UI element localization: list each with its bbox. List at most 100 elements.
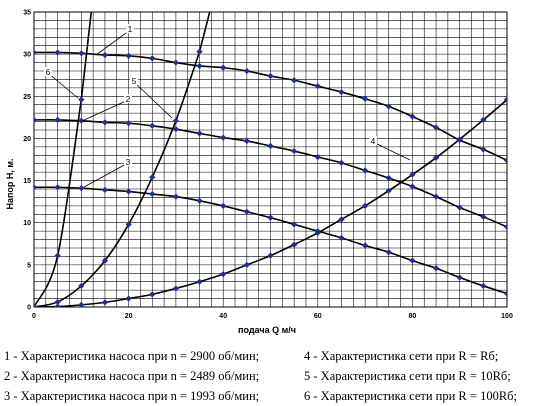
data-point-series-5 <box>196 48 203 55</box>
data-point-series-3 <box>291 221 298 228</box>
annotation-label-bg-3 <box>124 157 132 166</box>
annotation-label-6: 6 <box>46 68 51 77</box>
y-tick-label: 25 <box>23 94 31 101</box>
data-point-series-6 <box>34 303 38 307</box>
data-point-series-3 <box>34 184 38 191</box>
annotation-leader-3 <box>83 162 129 188</box>
data-point-series-1 <box>409 113 416 120</box>
data-point-series-5 <box>125 221 132 228</box>
data-point-series-6 <box>54 252 61 259</box>
data-point-series-2 <box>291 147 298 155</box>
data-point-series-2 <box>220 134 227 141</box>
annotation-label-bg-6 <box>44 67 52 76</box>
data-point-series-2 <box>196 130 203 137</box>
data-point-series-2 <box>172 126 180 133</box>
legend-item-4: 4 - Характеристика сети при R = Rб; <box>304 349 499 363</box>
y-tick-label: 20 <box>23 136 31 143</box>
x-tick-label: 40 <box>219 313 227 320</box>
data-point-series-1 <box>385 103 392 110</box>
data-point-series-2 <box>503 223 507 231</box>
legend-item-2: 2 - Характеристика насоса при n = 2489 о… <box>4 369 260 383</box>
annotation-label-3: 3 <box>126 158 131 167</box>
annotation-leaders: 1 2 3 4 5 6 <box>44 24 411 188</box>
data-point-series-1 <box>480 146 487 153</box>
data-point-series-2 <box>480 213 487 220</box>
y-tick-label: 30 <box>23 52 31 59</box>
legend-item-5: 5 - Характеристика сети при R = 10Rб; <box>304 369 511 383</box>
data-point-series-2 <box>149 122 156 129</box>
x-tick-label: 80 <box>409 313 417 320</box>
data-point-series-1 <box>196 62 203 70</box>
data-point-series-2 <box>54 116 61 124</box>
data-point-series-4 <box>267 252 274 259</box>
x-tick-label: 20 <box>125 313 133 320</box>
data-point-series-3 <box>361 242 369 249</box>
annotation-label-bg-1 <box>126 24 134 33</box>
data-point-series-2 <box>125 120 132 127</box>
x-tick-label: 100 <box>501 313 513 320</box>
data-point-series-1 <box>54 49 61 56</box>
legend: 1 - Характеристика насоса при n = 2900 о… <box>4 346 550 406</box>
x-axis-label: подача Q м/ч <box>238 325 296 335</box>
data-point-series-3 <box>125 188 132 195</box>
data-point-series-4 <box>196 278 203 285</box>
data-point-series-2 <box>385 174 392 182</box>
data-point-series-3 <box>101 186 109 193</box>
data-point-series-4 <box>220 271 227 278</box>
data-point-series-1 <box>503 157 507 164</box>
x-tick-label: 60 <box>314 313 322 320</box>
data-point-series-1 <box>243 67 250 75</box>
data-point-series-3 <box>385 249 392 256</box>
annotation-leader-4 <box>372 141 411 161</box>
data-point-series-2 <box>243 137 250 145</box>
series-line-5 <box>34 12 211 307</box>
data-point-series-2 <box>432 193 440 200</box>
annotation-label-bg-4 <box>369 136 377 145</box>
data-point-series-3 <box>78 185 85 192</box>
chart: 1 2 3 4 5 6 0 20 40 60 80 100 0 5 10 15 20 25 30 35 подача… <box>5 10 513 336</box>
data-point-series-3 <box>54 184 61 191</box>
data-point-series-3 <box>409 257 416 264</box>
legend-row: 1 - Характеристика насоса при n = 2900 о… <box>4 346 550 366</box>
data-point-series-4 <box>149 291 156 298</box>
data-point-series-4 <box>338 216 345 223</box>
data-point-series-4 <box>172 285 180 292</box>
data-point-series-1 <box>172 59 180 66</box>
data-point-series-3 <box>338 234 345 242</box>
y-tick-label: 10 <box>23 220 31 227</box>
data-point-series-3 <box>149 190 156 198</box>
data-point-series-3 <box>220 202 227 209</box>
data-point-series-1 <box>220 64 227 71</box>
data-point-series-2 <box>101 119 109 126</box>
data-point-series-3 <box>480 282 487 290</box>
legend-row: 3 - Характеристика насоса при n = 1993 о… <box>4 386 550 406</box>
annotation-leader-1 <box>95 29 131 56</box>
data-point-series-3 <box>267 214 274 221</box>
data-point-series-4 <box>503 96 507 103</box>
data-point-series-3 <box>503 290 507 297</box>
data-point-series-2 <box>34 116 38 124</box>
data-point-series-1 <box>267 72 274 80</box>
data-point-series-3 <box>432 265 440 272</box>
data-point-series-1 <box>149 55 156 62</box>
annotation-label-5: 5 <box>132 77 137 86</box>
y-tick-label: 35 <box>23 10 31 17</box>
annotation-leader-2 <box>81 99 129 122</box>
data-point-series-1 <box>432 124 440 131</box>
data-point-series-4 <box>243 261 250 268</box>
data-point-series-4 <box>125 295 132 302</box>
annotation-leader-6 <box>47 72 79 99</box>
legend-item-3: 3 - Характеристика насоса при n = 1993 о… <box>4 389 260 403</box>
data-point-series-4 <box>291 241 298 248</box>
data-point-series-6 <box>78 96 85 103</box>
data-point-series-3 <box>243 208 250 215</box>
data-point-series-1 <box>78 50 85 57</box>
data-point-series-2 <box>338 159 345 166</box>
series-line-6 <box>34 12 93 307</box>
annotation-label-2: 2 <box>126 95 131 104</box>
y-tick-label: 5 <box>27 262 31 269</box>
legend-row: 2 - Характеристика насоса при n = 2489 о… <box>4 366 550 386</box>
data-point-series-2 <box>361 167 369 174</box>
annotation-label-bg-2 <box>124 94 132 103</box>
